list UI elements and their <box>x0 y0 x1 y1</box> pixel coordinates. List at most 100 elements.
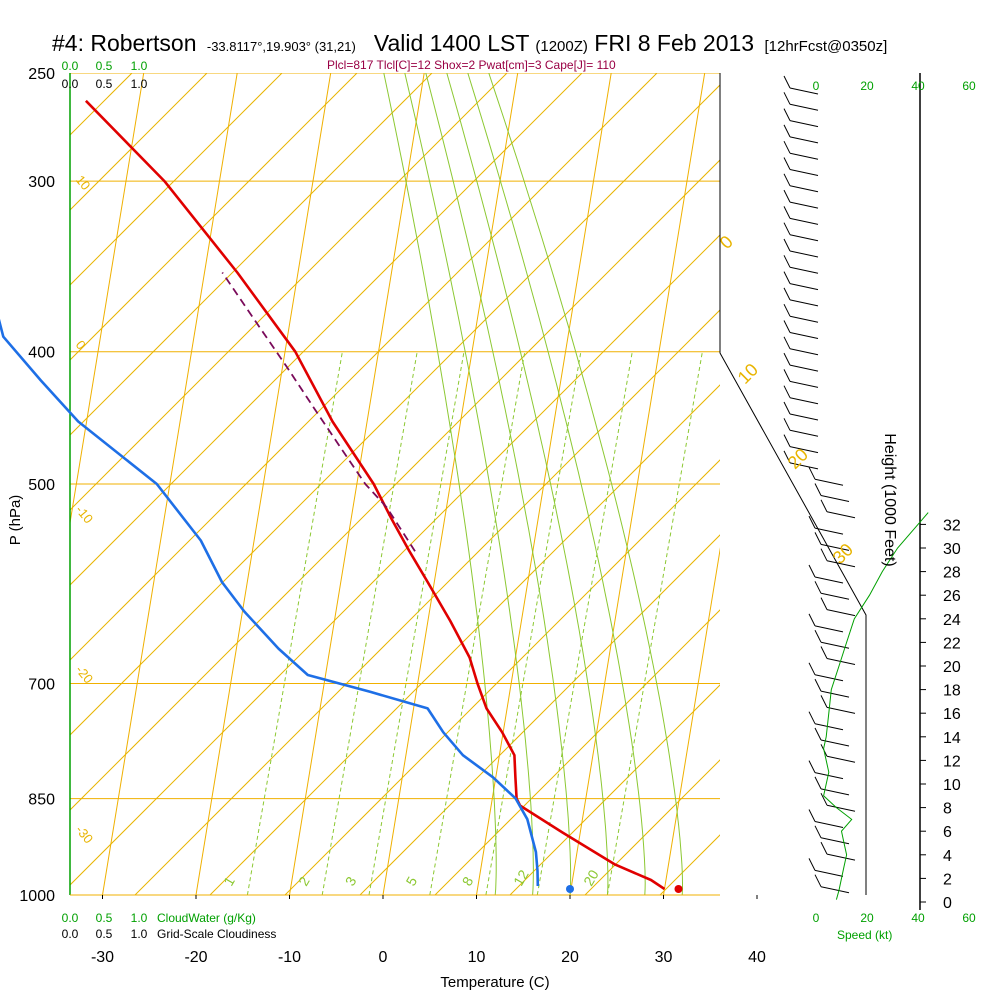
wind-speed-line <box>823 512 929 900</box>
dry-adiabat-line <box>70 159 720 811</box>
wind-barb <box>783 92 819 111</box>
wind-barb-shaft <box>789 413 819 421</box>
wind-barb-shaft <box>789 397 819 405</box>
isotherm-line <box>569 73 706 895</box>
wind-barb-flag <box>820 792 828 806</box>
speed-tick-top: 60 <box>962 79 976 93</box>
temp-tick-label: -20 <box>184 949 207 966</box>
dry-adiabat-line <box>70 73 433 436</box>
wind-barb <box>814 629 850 649</box>
surface-dewpoint-point <box>566 885 574 893</box>
wind-barb-shaft <box>789 103 819 111</box>
dry-adiabat-line <box>70 73 358 361</box>
isotherm-line <box>757 73 892 895</box>
wind-barb <box>783 385 819 405</box>
isotherm-line <box>70 73 145 526</box>
cloudiness-tick-top: 0.5 <box>96 77 113 91</box>
wind-barb-flag <box>783 450 791 464</box>
dry-adiabat-line <box>735 73 1000 895</box>
wind-barb <box>783 206 819 225</box>
temp-tick-label: 30 <box>655 949 673 966</box>
wind-barb-flag <box>814 581 822 594</box>
wind-barb-flag <box>814 483 822 496</box>
wind-barb-flag <box>783 92 791 105</box>
wind-barb-shaft <box>789 348 819 356</box>
wind-barb-flag <box>783 189 791 203</box>
wind-barb-flag <box>820 646 828 659</box>
moist-adiabat-line <box>383 73 497 895</box>
cloudiness-tick-bottom: 1.0 <box>131 927 148 941</box>
dry-adiabat-line <box>885 73 1000 895</box>
forecast-info: [12hrFcst@0350z] <box>764 38 888 55</box>
wind-barb-shaft <box>826 511 856 519</box>
dry-adiabat-line <box>70 73 658 661</box>
wind-barb <box>808 613 844 633</box>
profile-boundary <box>719 73 867 895</box>
height-tick-label: 20 <box>943 659 961 676</box>
moist-adiabat-line <box>404 73 534 895</box>
wind-barb-shaft <box>826 706 856 714</box>
dry-adiabat-line <box>134 309 720 895</box>
parcel-line <box>221 271 416 552</box>
wind-barb-flag <box>783 401 791 415</box>
wind-barb <box>820 792 856 812</box>
sounding-parameters: Plcl=817 Tlcl[C]=12 Shox=2 Pwat[cm]=3 Ca… <box>327 58 616 72</box>
wind-barb-flag <box>820 841 828 855</box>
wind-barb-flag <box>783 287 791 301</box>
wind-barb-shaft <box>826 609 856 617</box>
mixing-ratio-line <box>368 351 465 895</box>
wind-barb <box>783 320 819 339</box>
dry-adiabat-line <box>284 459 720 895</box>
dry-adiabat-line <box>960 73 1000 895</box>
dry-adiabat-line <box>70 73 508 511</box>
moist-adiabat-line <box>488 73 683 895</box>
wind-barb-flag <box>783 140 791 154</box>
wind-barb <box>783 369 819 388</box>
dry-adiabat-line <box>70 73 583 586</box>
cloudiness-label: Grid-Scale Cloudiness <box>157 927 276 941</box>
wind-barb-flag <box>814 825 822 839</box>
x-axis-label: Temperature (C) <box>440 974 549 991</box>
wind-barb <box>783 352 819 372</box>
dry-adiabat-label-left: -30 <box>73 822 97 846</box>
wind-barb-flag <box>783 157 791 170</box>
height-tick-label: 12 <box>943 753 961 770</box>
temp-tick-label: -10 <box>278 949 301 966</box>
dry-adiabat-line <box>70 73 283 286</box>
wind-barb-flag <box>808 858 816 871</box>
wind-barb <box>783 124 819 144</box>
wind-barb <box>808 760 844 780</box>
dry-adiabat-line <box>209 384 720 895</box>
wind-barb <box>783 108 819 128</box>
wind-barb-shaft <box>789 266 819 274</box>
wind-barb <box>783 434 819 454</box>
wind-barb-flag <box>783 124 791 138</box>
pressure-tick-label: 1000 <box>19 888 55 905</box>
dry-adiabat-label-right: 20 <box>784 445 812 473</box>
height-tick-label: 18 <box>943 683 961 700</box>
wind-barb-shaft <box>814 821 844 828</box>
dry-adiabat-label-left: 0 <box>73 337 89 352</box>
wind-barb <box>783 418 819 437</box>
wind-barb-shaft <box>789 364 819 372</box>
mixing-ratio-label: 5 <box>403 874 421 889</box>
wind-barb-flag <box>783 255 791 268</box>
height-tick-label: 30 <box>943 541 961 558</box>
wind-barb <box>783 140 819 160</box>
dry-adiabat-line <box>359 534 720 895</box>
temp-tick-label: 0 <box>379 949 388 966</box>
mixing-ratio-line <box>246 351 343 895</box>
wind-barb <box>814 532 850 551</box>
mixing-ratio-line <box>429 351 526 895</box>
wind-barb-flag <box>814 874 822 887</box>
wind-barb-shaft <box>820 837 850 845</box>
wind-barb-shaft <box>789 380 819 388</box>
wind-barb <box>783 287 819 307</box>
pressure-tick-label: 500 <box>28 477 55 494</box>
wind-barb-flag <box>808 662 816 676</box>
temp-tick-label: 40 <box>748 949 766 966</box>
wind-barb-flag <box>783 385 791 398</box>
mixing-ratio-label: 8 <box>459 874 477 889</box>
speed-tick-bottom: 40 <box>911 911 925 925</box>
wind-barb <box>820 499 856 519</box>
